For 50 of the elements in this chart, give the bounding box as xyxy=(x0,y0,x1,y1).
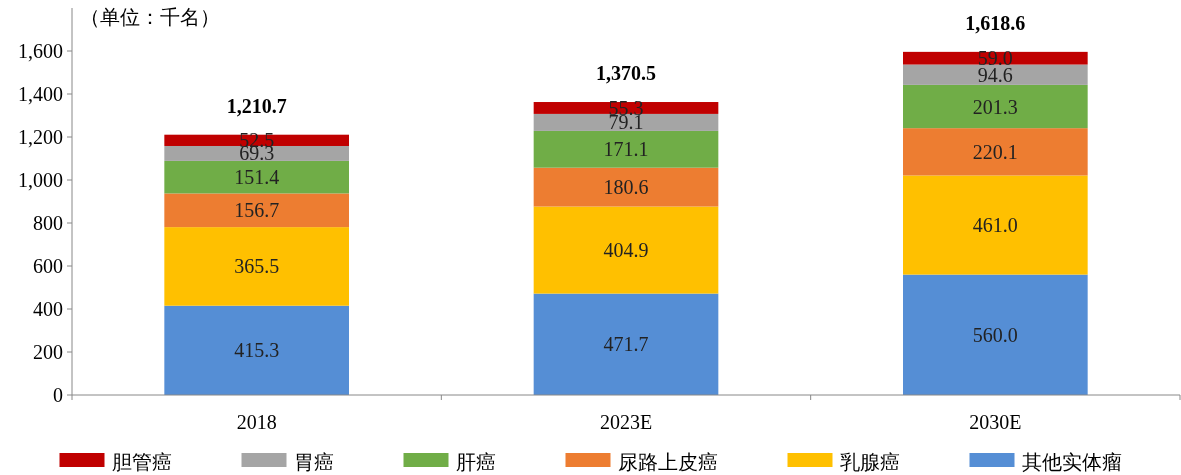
data-label: 365.5 xyxy=(234,255,280,278)
data-label: 471.7 xyxy=(603,333,649,356)
y-tick-label: 1,000 xyxy=(18,169,63,191)
y-tick-label: 1,600 xyxy=(18,40,63,62)
data-label: 415.3 xyxy=(234,339,280,362)
x-tick-label: 2018 xyxy=(236,411,277,433)
annotation: 1,210.7 xyxy=(226,94,287,117)
bar xyxy=(903,51,1088,65)
data-label: 201.3 xyxy=(972,95,1018,118)
bar xyxy=(164,193,349,228)
bar xyxy=(164,227,349,306)
data-label: 461.0 xyxy=(972,214,1018,237)
bar xyxy=(164,145,349,161)
bar xyxy=(903,274,1088,395)
bar xyxy=(903,175,1088,275)
bar xyxy=(903,84,1088,129)
y-tick-label: 1,200 xyxy=(18,126,63,148)
bar xyxy=(164,134,349,146)
legend-label: 其他实体瘤 xyxy=(1021,451,1122,473)
y-tick-label: 1,400 xyxy=(18,83,63,105)
bar xyxy=(533,130,719,168)
data-label: 180.6 xyxy=(603,176,649,199)
legend-label: 肝癌 xyxy=(455,451,496,473)
legend-label: 尿路上皮癌 xyxy=(617,451,718,473)
bar xyxy=(533,293,719,395)
x-tick-label: 2023E xyxy=(599,411,653,433)
data-label: 151.4 xyxy=(234,166,280,189)
legend-label: 乳腺癌 xyxy=(839,451,900,473)
data-label: 171.1 xyxy=(603,138,649,161)
y-tick-label: 200 xyxy=(33,341,63,363)
y-tick-label: 600 xyxy=(33,255,63,277)
legend-label: 胆管癌 xyxy=(111,451,172,473)
bar xyxy=(164,305,349,395)
bar xyxy=(533,206,719,294)
data-label: 220.1 xyxy=(972,140,1018,163)
bar xyxy=(903,128,1088,176)
annotation: 1,618.6 xyxy=(965,11,1026,34)
y-tick-label: 400 xyxy=(33,298,63,320)
y-tick-label: 800 xyxy=(33,212,63,234)
data-label: 560.0 xyxy=(972,323,1018,346)
y-tick-label: 0 xyxy=(53,384,63,406)
legend-label: 胃癌 xyxy=(293,451,334,473)
x-tick-label: 2030E xyxy=(969,411,1022,433)
data-label: 404.9 xyxy=(603,239,649,262)
data-label: 156.7 xyxy=(234,199,280,222)
annotation: 1,370.5 xyxy=(596,62,656,85)
y-axis-title: （单位：千名） xyxy=(80,6,220,28)
bar xyxy=(903,64,1088,85)
bar xyxy=(533,167,719,207)
bar xyxy=(164,160,349,194)
